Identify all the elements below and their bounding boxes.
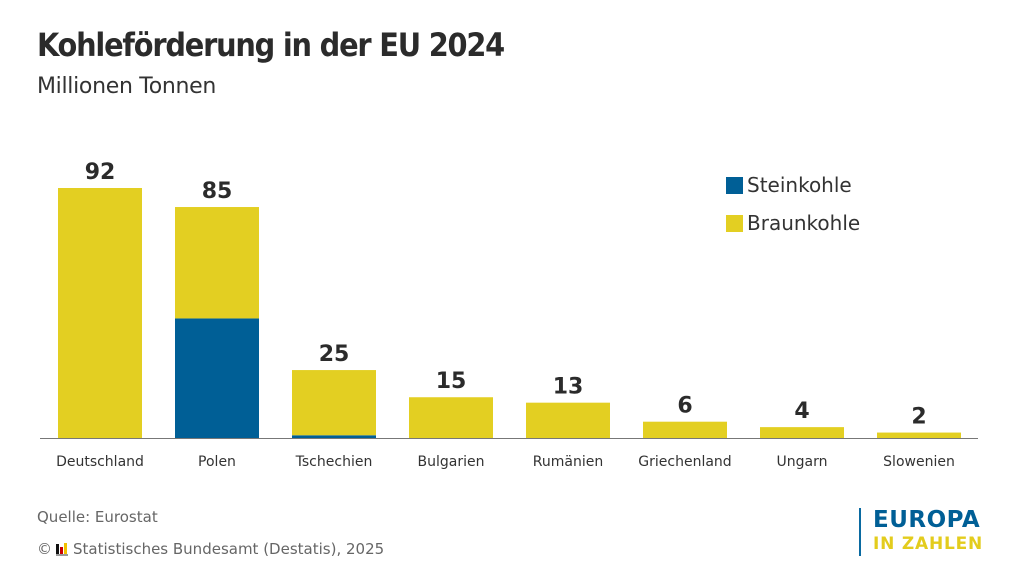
category-label-rumaenien: Rumänien [533,454,603,470]
bar-rumaenien-braunkohle [526,402,610,438]
category-label-bulgarien: Bulgarien [418,454,485,470]
category-label-ungarn: Ungarn [777,454,828,470]
chart-title: Kohleförderung in der EU 2024 [37,26,505,64]
category-label-polen: Polen [198,454,236,470]
bars-group [58,188,961,438]
category-label-slowenien: Slowenien [883,454,955,470]
bar-tschechien-steinkohle [292,435,376,438]
europa-in-zahlen-logo: EUROPA IN ZAHLEN [859,508,983,556]
legend: Steinkohle Braunkohle [726,166,860,242]
bar-polen-steinkohle [175,318,259,438]
value-label-deutschland: 92 [85,160,116,185]
category-label-tschechien: Tschechien [295,454,373,470]
bar-polen-braunkohle [175,207,259,319]
value-label-ungarn: 4 [794,399,809,424]
value-label-griechenland: 6 [677,394,692,419]
chart-subtitle: Millionen Tonnen [37,74,217,99]
destatis-logo-icon [56,542,68,556]
copyright-text: Statistisches Bundesamt (Destatis), 2025 [73,540,385,558]
value-label-slowenien: 2 [911,405,926,430]
bar-deutschland-braunkohle [58,188,142,438]
copyright-symbol: © [37,540,52,558]
bar-griechenland-braunkohle [643,421,727,438]
labels-group: 92 Deutschland 85 Polen 25 Tschechien 15 Bulgar… [56,160,955,470]
value-label-polen: 85 [202,179,233,204]
copyright-note: © Statistisches Bundesamt (Destatis), 20… [37,540,384,558]
value-label-tschechien: 25 [319,342,350,367]
brand-bottom-text: IN ZAHLEN [873,534,984,554]
brand-top-text: EUROPA [873,507,981,533]
bar-ungarn-braunkohle [760,427,844,438]
legend-swatch-steinkohle [726,176,743,194]
legend-swatch-braunkohle [726,214,743,232]
legend-item-braunkohle: Braunkohle [726,204,860,242]
legend-label-steinkohle: Steinkohle [747,173,852,197]
source-note: Quelle: Eurostat [37,508,158,526]
bar-bulgarien-braunkohle [409,397,493,438]
category-label-deutschland: Deutschland [56,454,144,470]
category-label-griechenland: Griechenland [638,454,731,470]
bar-slowenien-braunkohle [877,432,961,438]
value-label-rumaenien: 13 [553,375,584,400]
legend-item-steinkohle: Steinkohle [726,166,860,204]
bar-tschechien-braunkohle [292,370,376,436]
legend-label-braunkohle: Braunkohle [747,211,861,235]
value-label-bulgarien: 15 [436,369,467,394]
